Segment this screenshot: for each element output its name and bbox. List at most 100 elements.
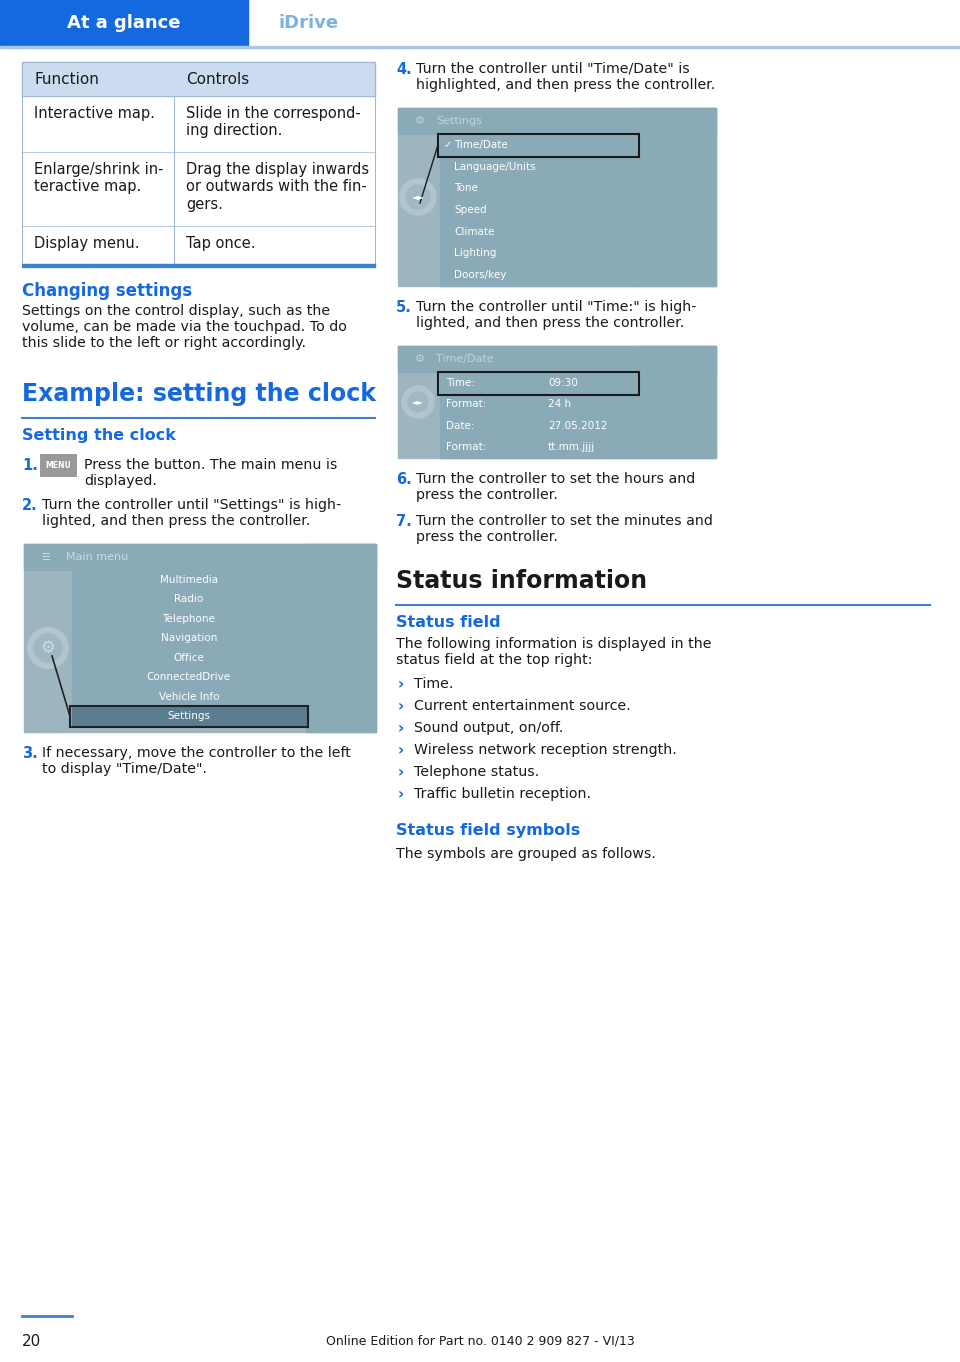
Text: 09:30: 09:30 xyxy=(548,377,578,388)
Text: Press the button. The main menu is
displayed.: Press the button. The main menu is displ… xyxy=(84,458,337,488)
Text: ⚙: ⚙ xyxy=(415,116,425,127)
Text: Speed: Speed xyxy=(454,206,487,215)
Text: Current entertainment source.: Current entertainment source. xyxy=(414,699,631,712)
Text: ConnectedDrive: ConnectedDrive xyxy=(147,673,230,682)
Bar xyxy=(398,346,716,458)
Circle shape xyxy=(406,185,430,208)
Text: 24 h: 24 h xyxy=(548,399,571,409)
Bar xyxy=(440,436,636,458)
Bar xyxy=(440,394,636,415)
Bar xyxy=(72,571,305,590)
Text: 3.: 3. xyxy=(22,746,37,761)
Bar xyxy=(0,46,960,48)
Text: Office: Office xyxy=(174,652,204,663)
Text: Settings on the control display, such as the
volume, can be made via the touchpa: Settings on the control display, such as… xyxy=(22,304,347,350)
Bar xyxy=(0,0,248,46)
Bar xyxy=(22,264,375,267)
Circle shape xyxy=(28,628,68,667)
Circle shape xyxy=(402,385,434,418)
Text: Traffic bulletin reception.: Traffic bulletin reception. xyxy=(414,787,591,801)
Text: Sound output, on/off.: Sound output, on/off. xyxy=(414,720,564,735)
Text: Example: setting the clock: Example: setting the clock xyxy=(22,381,376,406)
Bar xyxy=(440,133,636,155)
Bar xyxy=(41,455,75,475)
Bar xyxy=(440,242,636,264)
Text: Enlarge/shrink in-
teractive map.: Enlarge/shrink in- teractive map. xyxy=(34,162,163,195)
Text: iDrive: iDrive xyxy=(278,14,338,31)
Text: 20: 20 xyxy=(22,1333,41,1348)
Bar xyxy=(636,108,716,286)
Bar xyxy=(305,543,376,731)
Text: Time/Date: Time/Date xyxy=(436,354,493,364)
Text: 4.: 4. xyxy=(396,63,412,78)
Text: Language/Units: Language/Units xyxy=(454,162,536,172)
Text: Telephone: Telephone xyxy=(162,614,215,624)
Bar xyxy=(398,108,716,286)
Text: Turn the controller until "Time/Date" is
highlighted, and then press the control: Turn the controller until "Time/Date" is… xyxy=(416,63,715,93)
Text: Turn the controller until "Settings" is high-
lighted, and then press the contro: Turn the controller until "Settings" is … xyxy=(42,498,341,528)
Text: ›: › xyxy=(398,677,404,692)
Bar xyxy=(398,346,716,372)
Text: 27.05.2012: 27.05.2012 xyxy=(548,421,608,430)
Text: Settings: Settings xyxy=(167,711,210,722)
Text: 7.: 7. xyxy=(396,513,412,528)
Text: Setting the clock: Setting the clock xyxy=(22,428,176,443)
Bar xyxy=(24,543,376,571)
Text: Climate: Climate xyxy=(454,226,494,237)
Text: Turn the controller to set the hours and
press the controller.: Turn the controller to set the hours and… xyxy=(416,473,695,503)
Bar xyxy=(440,199,636,221)
Bar xyxy=(22,63,375,95)
Text: Wireless network reception strength.: Wireless network reception strength. xyxy=(414,744,677,757)
Bar xyxy=(72,648,305,667)
Text: Format:: Format: xyxy=(446,443,487,452)
Text: Date:: Date: xyxy=(446,421,474,430)
Text: Time:: Time: xyxy=(446,377,475,388)
Text: The symbols are grouped as follows.: The symbols are grouped as follows. xyxy=(396,847,656,861)
Text: Lighting: Lighting xyxy=(454,248,496,259)
Text: 6.: 6. xyxy=(396,473,412,488)
Bar xyxy=(398,108,716,133)
Bar xyxy=(440,372,636,394)
Bar xyxy=(440,221,636,242)
Bar xyxy=(440,415,636,436)
Text: ›: › xyxy=(398,765,404,780)
Text: Main menu: Main menu xyxy=(66,552,129,563)
Text: Changing settings: Changing settings xyxy=(22,282,192,300)
Text: 1.: 1. xyxy=(22,458,37,473)
Text: Vehicle Info: Vehicle Info xyxy=(158,692,219,701)
Text: ›: › xyxy=(398,744,404,759)
Text: Settings: Settings xyxy=(436,116,482,127)
Text: Display menu.: Display menu. xyxy=(34,236,139,251)
Text: ✓: ✓ xyxy=(444,140,452,150)
Text: 2.: 2. xyxy=(22,498,37,513)
Text: MENU: MENU xyxy=(45,460,71,470)
Text: ◄►: ◄► xyxy=(412,192,424,202)
Text: ›: › xyxy=(398,720,404,735)
Bar xyxy=(40,454,76,475)
Bar xyxy=(72,686,305,707)
Text: The following information is displayed in the
status field at the top right:: The following information is displayed i… xyxy=(396,637,711,667)
Text: Doors/key: Doors/key xyxy=(454,270,506,281)
Text: Turn the controller until "Time:" is high-
lighted, and then press the controlle: Turn the controller until "Time:" is hig… xyxy=(416,300,697,330)
Text: tt.mm.jjjj: tt.mm.jjjj xyxy=(548,443,595,452)
Bar xyxy=(438,372,638,395)
Text: Status information: Status information xyxy=(396,569,647,592)
Text: Function: Function xyxy=(34,71,99,87)
Bar xyxy=(72,609,305,628)
Bar xyxy=(22,63,375,95)
Text: Navigation: Navigation xyxy=(160,633,217,643)
Bar xyxy=(636,346,716,458)
Text: Time/Date: Time/Date xyxy=(454,140,508,150)
Text: Turn the controller to set the minutes and
press the controller.: Turn the controller to set the minutes a… xyxy=(416,513,713,545)
Text: ⚙: ⚙ xyxy=(415,354,425,364)
Text: At a glance: At a glance xyxy=(67,14,180,31)
Bar xyxy=(24,543,376,731)
Text: ☰: ☰ xyxy=(41,552,50,563)
Bar xyxy=(440,155,636,177)
Bar xyxy=(72,628,305,648)
Text: If necessary, move the controller to the left
to display "Time/Date".: If necessary, move the controller to the… xyxy=(42,746,350,776)
Text: Slide in the correspond-
ing direction.: Slide in the correspond- ing direction. xyxy=(186,106,361,139)
Text: Controls: Controls xyxy=(186,71,250,87)
Circle shape xyxy=(400,178,436,215)
Text: Online Edition for Part no. 0140 2 909 827 - VI/13: Online Edition for Part no. 0140 2 909 8… xyxy=(325,1333,635,1347)
